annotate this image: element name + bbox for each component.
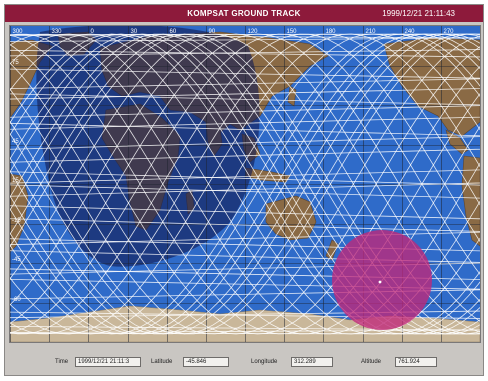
longitude-tick-label: 330 (52, 29, 63, 35)
status-bar: Time 1999/12/21 21:11:3 Latitude -45.846… (5, 346, 483, 374)
orbit-track (10, 33, 480, 334)
orbit-track (10, 33, 480, 335)
time-field[interactable]: 1999/12/21 21:11:3 (75, 357, 141, 367)
altitude-label: Altitude (361, 359, 382, 365)
latitude-field[interactable]: -45.846 (183, 357, 229, 367)
orbit-track (10, 33, 480, 335)
longitude-tick-label: 0 (91, 29, 95, 35)
latitude-tick-label: 45 (12, 139, 19, 145)
orbit-track (10, 33, 480, 335)
ground-track-map[interactable]: 300 330 0 30 60 90 120 150 180 210 240 270 75 45 15 -1… (9, 25, 481, 343)
longitude-tick-label: 240 (405, 29, 416, 35)
altitude-field[interactable]: 761.924 (395, 357, 437, 367)
latitude-label: Latitude (151, 359, 173, 365)
longitude-tick-label: 150 (287, 29, 298, 35)
longitude-tick-label: 120 (248, 29, 259, 35)
orbit-track (10, 33, 480, 335)
longitude-field[interactable]: 312.289 (291, 357, 333, 367)
orbit-track (10, 33, 480, 335)
title-timestamp: 1999/12/21 21:11:43 (382, 9, 455, 18)
ground-track-window: KOMPSAT GROUND TRACK 1999/12/21 21:11:43 (4, 4, 484, 376)
longitude-tick-label: 180 (326, 29, 337, 35)
orbit-track (10, 33, 480, 335)
orbit-track (10, 33, 480, 335)
longitude-tick-labels: 300 330 0 30 60 90 120 150 180 210 240 270 (13, 29, 455, 35)
orbit-track (10, 33, 480, 335)
longitude-tick-label: 300 (13, 29, 24, 35)
orbit-track (10, 37, 480, 335)
orbit-track (10, 33, 480, 335)
title-bar: KOMPSAT GROUND TRACK 1999/12/21 21:11:43 (5, 5, 483, 22)
latitude-tick-labels: 75 45 15 -15 -45 -60 (12, 60, 21, 303)
orbit-track (10, 33, 480, 335)
orbit-track (10, 33, 480, 335)
longitude-tick-label: 210 (366, 29, 377, 35)
orbit-track (10, 33, 480, 335)
latitude-tick-label: 15 (12, 178, 19, 184)
orbit-track (10, 33, 480, 331)
orbit-track (10, 34, 480, 335)
south-america-east (461, 155, 480, 247)
latitude-tick-label: -60 (12, 297, 21, 303)
orbit-track (10, 33, 480, 335)
orbit-track (10, 35, 480, 335)
orbit-track (10, 33, 480, 335)
orbit-track (10, 33, 480, 335)
orbit-track (10, 33, 480, 335)
latitude-tick-label: -45 (12, 257, 21, 263)
time-label: Time (55, 359, 69, 365)
japan (287, 85, 297, 107)
longitude-tick-label: 90 (209, 29, 216, 35)
orbit-track (10, 33, 480, 333)
ground-tracks (10, 33, 480, 335)
orbit-track (10, 33, 480, 335)
orbit-track (10, 33, 480, 335)
window-title: KOMPSAT GROUND TRACK (187, 9, 301, 18)
latitude-tick-label: -15 (12, 218, 21, 224)
orbit-track (10, 33, 480, 335)
world-map: 300 330 0 30 60 90 120 150 180 210 240 270 75 45 15 -1… (10, 26, 480, 342)
orbit-track (10, 33, 480, 335)
longitude-tick-label: 60 (170, 29, 177, 35)
latitude-tick-label: 75 (12, 60, 19, 66)
longitude-tick-label: 30 (131, 29, 138, 35)
coverage-circle (332, 230, 432, 330)
longitude-tick-label: 270 (444, 29, 455, 35)
satellite-position-marker (378, 280, 382, 284)
longitude-label: Longitude (251, 359, 278, 365)
